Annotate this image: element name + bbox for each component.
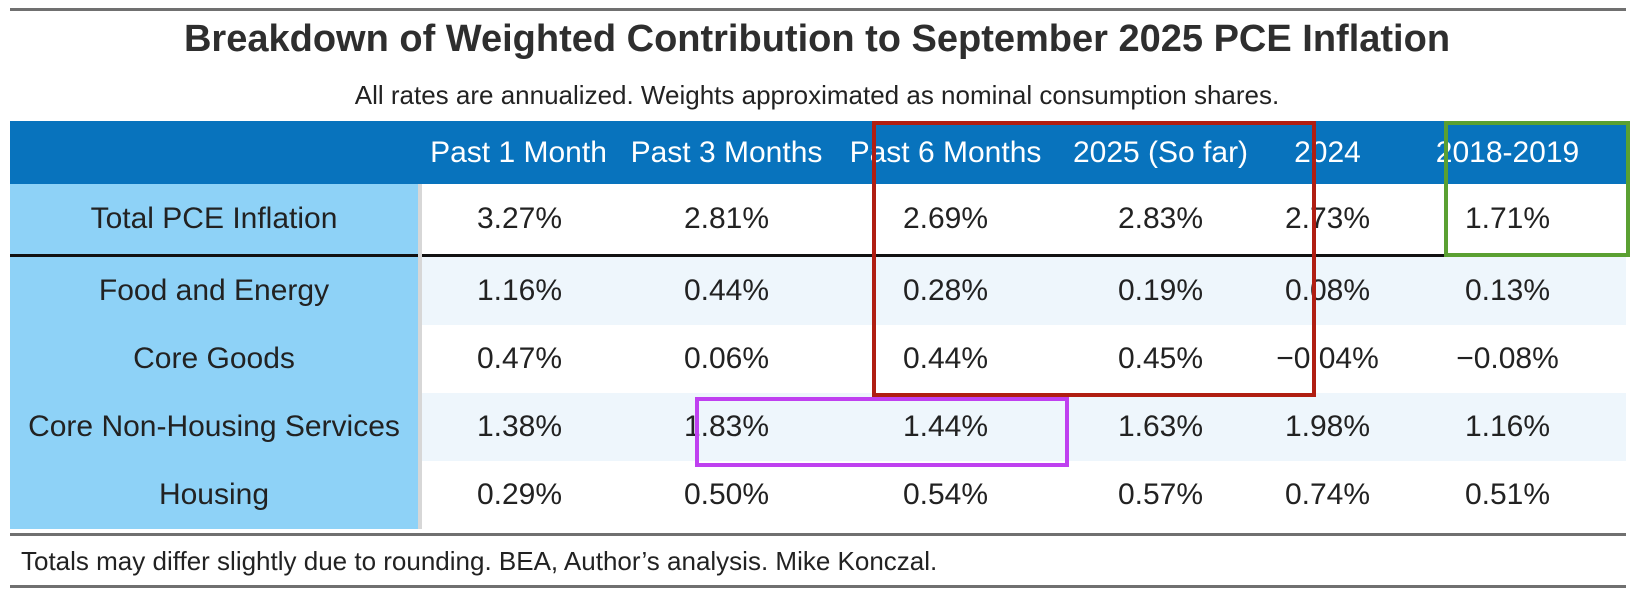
highlight-box-purple [695, 397, 1069, 467]
column-header-blank [10, 121, 420, 184]
row-label: Core Non-Housing Services [10, 393, 422, 461]
table-cell: 0.50% [683, 478, 770, 511]
table-cell: 1.16% [420, 255, 617, 325]
table-cell: 0.44% [617, 255, 836, 325]
table-cell: 1.16% [1389, 393, 1626, 461]
row-label: Core Goods [10, 325, 422, 393]
row-label: Housing [10, 461, 422, 529]
table-cell: 1.63% [1055, 393, 1266, 461]
bottom-rule [10, 585, 1626, 588]
inflation-table: Past 1 Month Past 3 Months Past 6 Months… [10, 121, 1626, 529]
table-cell: 2.83% [1055, 184, 1266, 257]
top-rule [10, 8, 1626, 11]
table-cell: 0.44% [902, 342, 989, 375]
column-header: 2018-2019 [1389, 121, 1626, 184]
column-header: Past 3 Months [617, 121, 836, 184]
row-label: Total PCE Inflation [10, 184, 422, 257]
highlight-box-green [1444, 121, 1630, 257]
table-cell: 0.57% [1117, 478, 1204, 511]
table-header-row: Past 1 Month Past 3 Months Past 6 Months… [10, 121, 1626, 184]
table-cell: 0.19% [1055, 255, 1266, 325]
table-cell: 3.27% [420, 184, 617, 257]
table-cell: 2.73% [1266, 184, 1389, 257]
table-cell: −0.04% [1276, 342, 1379, 375]
column-header: 2025 (So far) [1055, 121, 1266, 184]
chart-title: Breakdown of Weighted Contribution to Se… [183, 18, 1451, 60]
table-cell: 2.81% [617, 184, 836, 257]
table-cell: 0.54% [902, 478, 989, 511]
column-header: 2024 [1266, 121, 1389, 184]
table-cell: 0.29% [476, 478, 563, 511]
table-row: Total PCE Inflation 3.27% 2.81% 2.69% 2.… [10, 184, 1626, 257]
table-row: Food and Energy 1.16% 0.44% 0.28% 0.19% … [10, 255, 1626, 325]
table-bottom-rule [10, 533, 1626, 536]
table-cell: 1.44% [836, 393, 1055, 461]
table-row: Core Non-Housing Services 1.38% 1.83% 1.… [10, 393, 1626, 461]
highlight-box-red [872, 121, 1316, 397]
chart-subtitle: All rates are annualized. Weights approx… [354, 80, 1280, 110]
table-cell: 0.06% [683, 342, 770, 375]
table-cell: 0.47% [476, 342, 563, 375]
table-cell: 1.98% [1266, 393, 1389, 461]
table-cell: −0.08% [1456, 342, 1559, 375]
table-row: Housing 0.29% 0.50% 0.54% 0.57% 0.74% 0.… [10, 461, 1626, 529]
column-header: Past 1 Month [420, 121, 617, 184]
table-cell: 0.74% [1284, 478, 1371, 511]
table-row: Core Goods 0.47% 0.06% 0.44% 0.45% −0.04… [10, 325, 1626, 393]
table-cell: 0.08% [1266, 255, 1389, 325]
table-cell: 0.45% [1117, 342, 1204, 375]
table-cell: 0.13% [1389, 255, 1626, 325]
row-label: Food and Energy [10, 255, 422, 325]
table-cell: 1.38% [420, 393, 617, 461]
table-cell: 1.71% [1389, 184, 1626, 257]
footnote: Totals may differ slightly due to roundi… [21, 546, 938, 576]
table-cell: 0.51% [1464, 478, 1551, 511]
